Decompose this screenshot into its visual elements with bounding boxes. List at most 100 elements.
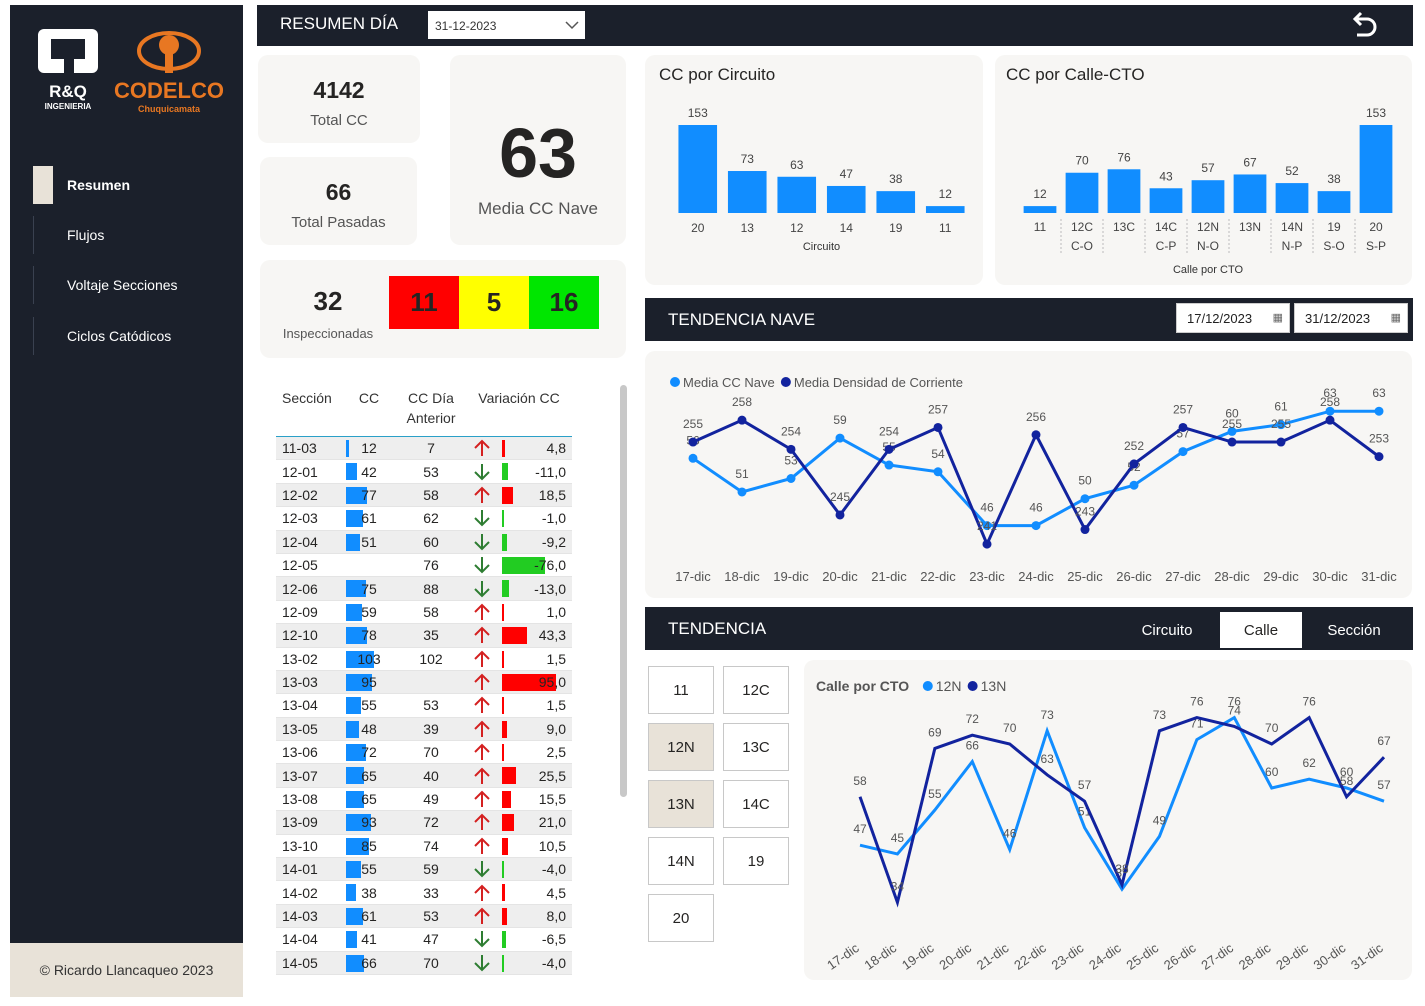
- legend-marker[interactable]: [967, 681, 978, 691]
- tile-20[interactable]: 20: [648, 894, 714, 942]
- data-point[interactable]: [1227, 426, 1237, 436]
- table-row[interactable]: 13-03 95 95,0: [276, 670, 572, 695]
- bar[interactable]: [777, 176, 817, 213]
- table-row[interactable]: 13-02 103 102 1,5: [276, 648, 572, 671]
- tile-14c[interactable]: 14C: [723, 780, 789, 828]
- data-point[interactable]: [884, 460, 894, 470]
- table-row[interactable]: 14-01 55 59 -4,0: [276, 858, 572, 882]
- legend-label[interactable]: Media Densidad de Corriente: [794, 375, 963, 390]
- data-point[interactable]: [786, 444, 796, 454]
- bar[interactable]: [1149, 188, 1183, 213]
- data-point[interactable]: [884, 444, 894, 454]
- data-point[interactable]: [933, 422, 943, 432]
- table-row[interactable]: 12-03 61 62 -1,0: [276, 507, 572, 531]
- table-row[interactable]: 12-02 77 58 18,5: [276, 483, 572, 508]
- table-row[interactable]: 11-03 12 7 4,8: [276, 437, 572, 461]
- table-row[interactable]: 14-04 41 47 -6,5: [276, 928, 572, 952]
- data-point[interactable]: [1080, 525, 1090, 535]
- data-point[interactable]: [1129, 459, 1139, 469]
- calendar-icon[interactable]: ▦: [1390, 312, 1401, 324]
- tile-12c[interactable]: 12C: [723, 666, 789, 714]
- date-to-input[interactable]: 31/12/2023 ▦: [1294, 303, 1408, 333]
- bar[interactable]: [1275, 183, 1309, 213]
- col-header-cc[interactable]: CC: [358, 390, 380, 406]
- data-point[interactable]: [982, 521, 992, 531]
- table-row[interactable]: 12-10 78 35 43,3: [276, 624, 572, 648]
- tile-14n[interactable]: 14N: [648, 837, 714, 885]
- table-scrollbar[interactable]: [620, 385, 627, 797]
- data-point[interactable]: [688, 453, 698, 463]
- table-row[interactable]: 12-05 76 -76,0: [276, 554, 572, 578]
- segment-circuito[interactable]: Circuito: [1122, 612, 1212, 648]
- tile-11[interactable]: 11: [648, 666, 714, 714]
- bar[interactable]: [826, 185, 866, 213]
- data-point[interactable]: [982, 539, 992, 549]
- data-point[interactable]: [835, 433, 845, 443]
- tile-13n[interactable]: 13N: [648, 780, 714, 828]
- table-row[interactable]: 12-01 42 53 -11,0: [276, 460, 572, 484]
- bar[interactable]: [1107, 169, 1141, 213]
- data-point[interactable]: [1129, 480, 1139, 490]
- data-point[interactable]: [1178, 447, 1188, 457]
- data-point[interactable]: [1178, 422, 1188, 432]
- nav-voltaje-secciones[interactable]: Voltaje Secciones: [33, 265, 233, 305]
- data-point[interactable]: [1276, 437, 1286, 447]
- data-point[interactable]: [1276, 420, 1286, 430]
- bar[interactable]: [1359, 125, 1393, 213]
- table-row[interactable]: 13-08 65 49 15,5: [276, 788, 572, 812]
- bar[interactable]: [678, 125, 718, 213]
- data-point[interactable]: [737, 415, 747, 425]
- data-point[interactable]: [1374, 406, 1384, 416]
- data-point[interactable]: [688, 437, 698, 447]
- bar[interactable]: [1191, 180, 1225, 213]
- table-row[interactable]: 14-03 61 53 8,0: [276, 904, 572, 929]
- table-row[interactable]: 13-07 65 40 25,5: [276, 764, 572, 788]
- calendar-icon[interactable]: ▦: [1272, 312, 1283, 324]
- bar[interactable]: [1233, 174, 1267, 213]
- tile-12n[interactable]: 12N: [648, 723, 714, 771]
- data-point[interactable]: [737, 487, 747, 497]
- legend-label[interactable]: Media CC Nave: [683, 375, 775, 390]
- table-row[interactable]: 13-04 55 53 1,5: [276, 694, 572, 718]
- table-row[interactable]: 13-05 48 39 9,0: [276, 717, 572, 742]
- table-row[interactable]: 14-02 38 33 4,5: [276, 881, 572, 905]
- tile-13c[interactable]: 13C: [723, 723, 789, 771]
- bar[interactable]: [1317, 191, 1351, 213]
- table-row[interactable]: 13-09 93 72 21,0: [276, 811, 572, 835]
- data-point[interactable]: [1374, 452, 1384, 462]
- legend-marker[interactable]: [922, 681, 933, 691]
- nav-ciclos-catodicos[interactable]: Ciclos Catódicos: [33, 316, 233, 356]
- legend-label[interactable]: 12N: [936, 678, 962, 694]
- segment-seccion[interactable]: Sección: [1310, 612, 1398, 648]
- data-point[interactable]: [786, 474, 796, 483]
- data-point[interactable]: [933, 467, 943, 477]
- bar[interactable]: [1065, 172, 1099, 213]
- data-point[interactable]: [1325, 406, 1335, 416]
- table-row[interactable]: 12-09 59 58 1,0: [276, 601, 572, 625]
- data-point[interactable]: [1227, 437, 1237, 447]
- data-point[interactable]: [835, 510, 845, 520]
- data-point[interactable]: [1080, 494, 1090, 504]
- nav-flujos[interactable]: Flujos: [33, 215, 233, 255]
- table-row[interactable]: 12-06 75 88 -13,0: [276, 577, 572, 601]
- col-header-seccion[interactable]: Sección: [282, 390, 332, 406]
- data-point[interactable]: [1031, 521, 1041, 531]
- bar[interactable]: [925, 206, 965, 213]
- table-row[interactable]: 12-04 51 60 -9,2: [276, 530, 572, 554]
- data-point[interactable]: [1325, 415, 1335, 425]
- legend-label[interactable]: 13N: [981, 678, 1007, 694]
- segment-calle[interactable]: Calle: [1220, 612, 1302, 648]
- date-from-input[interactable]: 17/12/2023 ▦: [1176, 303, 1290, 333]
- table-row[interactable]: 13-06 72 70 2,5: [276, 741, 572, 765]
- legend-marker[interactable]: [670, 377, 680, 387]
- legend-marker[interactable]: [780, 377, 791, 387]
- bar[interactable]: [876, 191, 916, 213]
- tile-19[interactable]: 19: [723, 837, 789, 885]
- nav-resumen[interactable]: Resumen: [33, 165, 233, 205]
- table-row[interactable]: 14-05 66 70 -4,0: [276, 951, 572, 975]
- data-point[interactable]: [1031, 430, 1041, 440]
- col-header-variacion-cc[interactable]: Variación CC: [478, 390, 560, 406]
- table-row[interactable]: 13-10 85 74 10,5: [276, 835, 572, 859]
- undo-arrow-icon[interactable]: [1347, 9, 1379, 41]
- date-dropdown[interactable]: 31-12-2023: [428, 11, 585, 39]
